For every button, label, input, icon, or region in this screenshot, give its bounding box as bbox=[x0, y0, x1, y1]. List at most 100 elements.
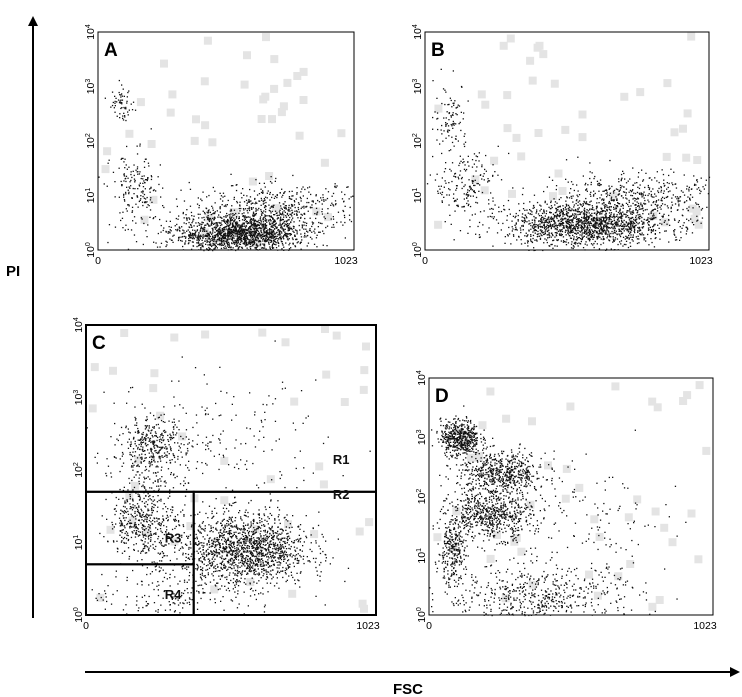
data-point bbox=[241, 239, 243, 242]
data-point bbox=[262, 192, 264, 194]
data-point bbox=[190, 547, 192, 549]
data-point bbox=[253, 224, 255, 226]
data-point bbox=[202, 237, 204, 239]
data-point bbox=[235, 189, 238, 192]
data-point bbox=[606, 205, 608, 207]
data-point bbox=[198, 232, 200, 234]
data-point bbox=[281, 196, 283, 198]
speckle bbox=[200, 77, 209, 86]
data-point bbox=[658, 227, 660, 229]
data-point bbox=[512, 215, 515, 217]
data-point bbox=[334, 185, 336, 187]
data-point bbox=[287, 219, 289, 221]
data-point bbox=[234, 219, 236, 221]
data-point bbox=[584, 230, 586, 232]
data-point bbox=[252, 565, 254, 567]
data-point bbox=[463, 161, 465, 163]
data-point bbox=[192, 241, 194, 243]
data-point bbox=[260, 210, 263, 213]
data-point bbox=[667, 207, 669, 209]
data-point bbox=[260, 229, 262, 232]
data-point bbox=[229, 210, 231, 212]
data-point bbox=[550, 236, 552, 238]
data-point bbox=[286, 220, 288, 222]
data-point bbox=[640, 192, 642, 194]
data-point bbox=[467, 194, 469, 196]
data-point bbox=[323, 199, 325, 201]
data-point bbox=[317, 226, 319, 228]
data-point bbox=[242, 540, 245, 543]
data-point bbox=[555, 235, 558, 237]
data-point bbox=[148, 165, 150, 167]
data-point bbox=[630, 217, 633, 219]
data-point bbox=[250, 521, 252, 523]
data-point bbox=[195, 222, 197, 224]
data-point bbox=[462, 162, 464, 164]
data-point bbox=[217, 224, 219, 227]
data-point bbox=[106, 185, 108, 187]
data-point bbox=[274, 241, 277, 243]
data-point bbox=[611, 230, 613, 233]
data-point bbox=[605, 204, 607, 206]
data-point bbox=[632, 240, 634, 242]
speckle bbox=[265, 172, 274, 180]
data-point bbox=[315, 194, 317, 196]
data-point bbox=[540, 234, 542, 236]
data-point bbox=[257, 230, 260, 232]
data-point bbox=[197, 544, 199, 546]
data-point bbox=[258, 240, 260, 242]
data-point bbox=[622, 204, 624, 206]
data-point bbox=[249, 248, 252, 250]
data-point bbox=[650, 238, 652, 240]
data-point bbox=[175, 229, 177, 231]
data-point bbox=[250, 230, 252, 232]
data-point bbox=[222, 228, 224, 230]
data-point bbox=[254, 232, 256, 234]
data-point bbox=[622, 207, 624, 209]
data-point bbox=[544, 200, 546, 202]
data-point bbox=[535, 217, 537, 219]
data-point bbox=[259, 248, 261, 251]
data-point bbox=[691, 188, 693, 190]
data-point bbox=[580, 221, 582, 223]
data-point bbox=[567, 226, 569, 228]
data-point bbox=[639, 227, 641, 229]
data-point bbox=[243, 215, 245, 218]
data-point bbox=[276, 547, 278, 549]
data-point bbox=[548, 219, 550, 221]
data-point bbox=[330, 218, 332, 220]
data-point bbox=[291, 228, 293, 231]
data-point bbox=[601, 198, 604, 200]
speckle bbox=[355, 527, 364, 536]
data-point bbox=[689, 194, 692, 196]
data-point bbox=[559, 214, 561, 216]
data-point bbox=[522, 224, 524, 227]
data-point bbox=[617, 222, 619, 224]
data-point bbox=[292, 174, 294, 177]
data-point bbox=[272, 243, 274, 246]
data-point bbox=[237, 238, 240, 240]
data-point bbox=[648, 201, 650, 203]
data-point bbox=[291, 215, 293, 217]
data-point bbox=[145, 179, 147, 181]
data-point bbox=[241, 223, 243, 225]
data-point bbox=[619, 212, 621, 214]
data-point bbox=[608, 239, 610, 241]
data-point bbox=[241, 229, 243, 231]
data-point bbox=[252, 207, 254, 209]
data-point bbox=[686, 185, 688, 187]
data-point bbox=[629, 245, 632, 247]
data-point bbox=[628, 226, 630, 228]
data-point bbox=[610, 221, 612, 223]
data-point bbox=[252, 243, 255, 246]
data-point bbox=[620, 225, 623, 227]
data-point bbox=[261, 231, 263, 234]
data-point bbox=[254, 227, 257, 230]
data-point bbox=[169, 229, 171, 231]
data-point bbox=[289, 242, 291, 244]
data-point bbox=[271, 225, 273, 227]
data-point bbox=[524, 214, 527, 216]
data-point bbox=[182, 547, 184, 549]
data-point bbox=[257, 209, 259, 211]
data-point bbox=[331, 202, 333, 204]
